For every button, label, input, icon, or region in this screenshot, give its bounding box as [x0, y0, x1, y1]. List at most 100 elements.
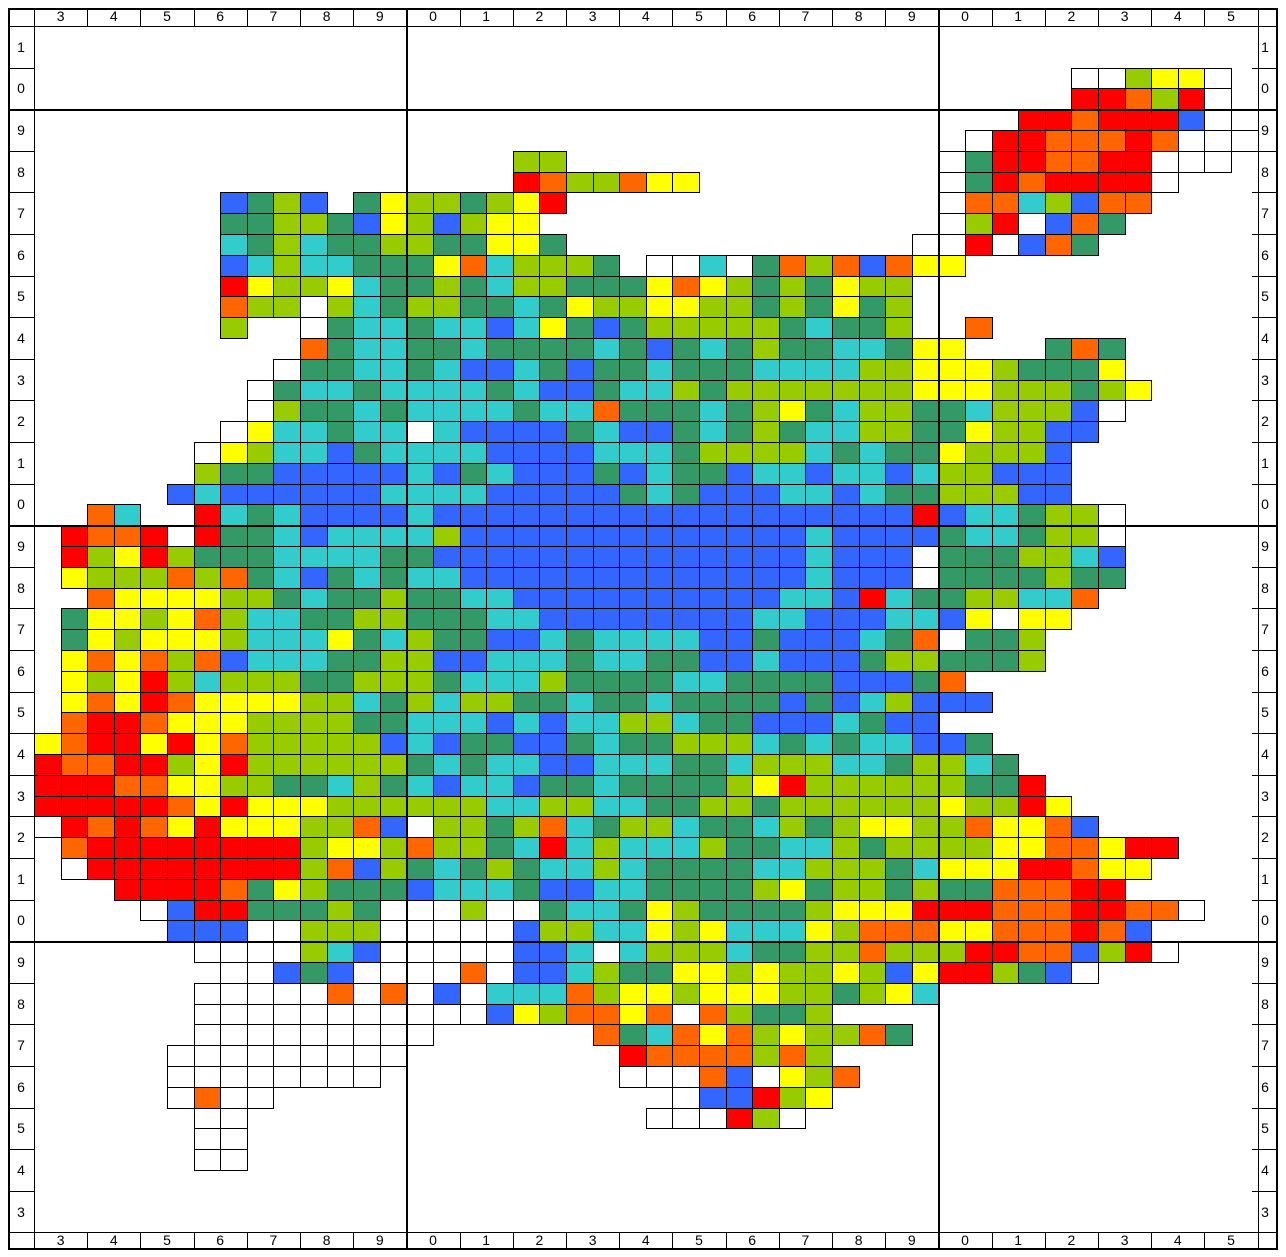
grid-cell [885, 837, 913, 859]
grid-cell [1018, 109, 1046, 131]
grid-cell [433, 650, 461, 672]
col-divider [1204, 1232, 1206, 1250]
grid-cell [326, 587, 355, 610]
grid-cell [486, 816, 514, 839]
grid-cell [885, 754, 913, 776]
grid-cell [778, 774, 807, 797]
col-divider [193, 8, 195, 26]
grid-cell [645, 899, 674, 922]
grid-cell [300, 754, 328, 776]
grid-cell [1044, 109, 1073, 131]
grid-cell [885, 629, 913, 651]
grid-cell [246, 712, 275, 735]
grid-cell [938, 358, 966, 381]
row-label-left: 5 [17, 1120, 25, 1137]
grid-cell [911, 733, 940, 755]
col-label-bottom: 5 [1227, 1232, 1235, 1248]
grid-cell [246, 254, 275, 277]
row-divider [1252, 608, 1278, 610]
grid-cell [1018, 587, 1046, 610]
grid-cell [486, 421, 514, 443]
col-divider [140, 1232, 142, 1250]
grid-cell [1071, 109, 1099, 131]
grid-cell [752, 982, 780, 1005]
grid-cell [300, 192, 328, 215]
grid-cell [326, 858, 355, 880]
grid-cell [486, 483, 514, 506]
grid-cell [113, 795, 142, 818]
grid-cell [672, 899, 700, 922]
grid-cell [300, 712, 328, 735]
grid-cell [273, 733, 301, 755]
grid-cell [832, 629, 860, 651]
col-label-top: 4 [109, 8, 118, 24]
grid-cell [459, 1003, 488, 1026]
grid-cell [273, 213, 301, 235]
grid-cell [273, 192, 301, 215]
col-divider [1151, 8, 1153, 26]
grid-cell [566, 483, 594, 506]
grid-cell [752, 816, 780, 839]
row-label-left: 8 [17, 995, 25, 1012]
grid-cell [220, 234, 248, 256]
grid-cell [1018, 629, 1046, 651]
grid-cell [406, 982, 434, 1005]
grid-cell [433, 899, 461, 922]
grid-cell [273, 296, 301, 319]
grid-cell [672, 650, 700, 672]
col-label-top: 6 [216, 8, 225, 24]
grid-cell [459, 338, 488, 360]
grid-cell [991, 795, 1020, 818]
grid-cell [113, 504, 142, 527]
grid-cell [300, 587, 328, 610]
grid-cell [406, 525, 434, 547]
grid-cell [246, 962, 275, 984]
grid-cell [433, 462, 461, 485]
grid-cell [1071, 941, 1099, 963]
grid-cell [87, 733, 115, 755]
grid-cell [566, 837, 594, 859]
col-divider [1098, 1232, 1099, 1250]
grid-cell [965, 899, 993, 922]
grid-cell [858, 920, 887, 943]
grid-cell [778, 358, 807, 381]
grid-cell [832, 774, 860, 797]
grid-cell [672, 920, 700, 943]
grid-cell [300, 670, 328, 693]
grid-cell [1177, 88, 1206, 111]
grid-cell [512, 629, 541, 651]
grid-cell [379, 858, 408, 880]
grid-cell [246, 504, 275, 527]
row-divider [8, 608, 34, 610]
grid-cell [326, 566, 355, 589]
grid-cell [1151, 899, 1179, 922]
grid-cell [778, 629, 807, 651]
grid-cell [832, 878, 860, 901]
grid-cell [699, 566, 727, 589]
grid-cell [911, 650, 940, 672]
row-label-left: 7 [17, 205, 25, 222]
grid-cell [433, 941, 461, 963]
grid-cell [539, 317, 567, 339]
grid-cell [965, 566, 993, 589]
grid-cell [885, 587, 913, 610]
grid-cell [459, 712, 488, 735]
grid-cell [885, 275, 913, 298]
grid-cell [672, 962, 700, 984]
col-divider [778, 1232, 780, 1250]
grid-cell [645, 1107, 674, 1130]
grid-cell [433, 192, 461, 215]
grid-cell [832, 733, 860, 755]
grid-cell [699, 1086, 727, 1109]
grid-cell [592, 920, 621, 943]
grid-cell [592, 358, 621, 381]
grid-cell [832, 442, 860, 464]
grid-cell [512, 1003, 541, 1026]
grid-cell [619, 171, 647, 194]
grid-cell [512, 691, 541, 714]
grid-cell [725, 650, 754, 672]
grid-cell [725, 1086, 754, 1109]
grid-cell [326, 941, 355, 963]
grid-cell [592, 546, 621, 568]
grid-cell [645, 546, 674, 568]
